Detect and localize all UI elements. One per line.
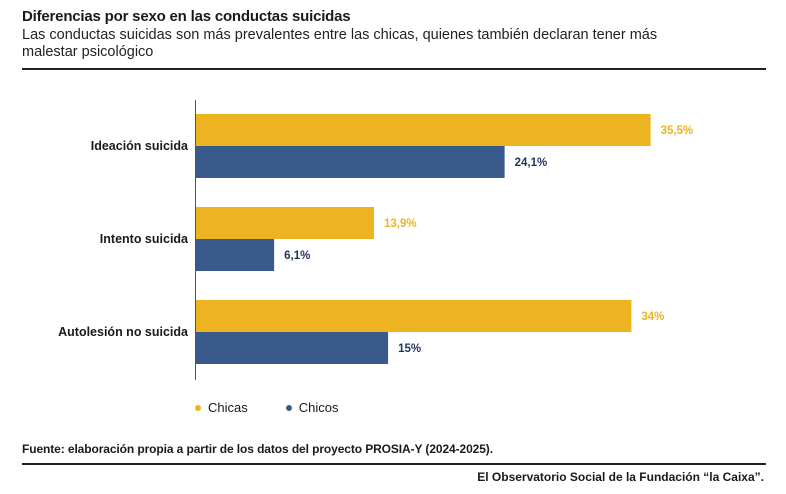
bar-chart: Ideación suicida 35,5% 24,1% Intento suicid… [58, 100, 693, 380]
legend-dot-chicos [285, 404, 292, 411]
category-label-autolesion-no-suicida: Autolesión no suicida [58, 325, 189, 339]
bar-chicos-intento-suicida [196, 239, 275, 271]
top-divider [22, 68, 766, 70]
category-label-intento-suicida: Intento suicida [100, 232, 189, 246]
data-label-chicos-intento-suicida: 6,1% [284, 250, 310, 262]
legend-label-chicos: Chicos [298, 400, 339, 415]
legend-item-chicas: Chicas [195, 400, 248, 415]
legend-item-chicos: Chicos [285, 400, 339, 415]
legend-dot-chicas [195, 404, 201, 411]
bars-group: Ideación suicida 35,5% 24,1% Intento suicid… [58, 114, 693, 364]
bar-chicas-autolesion-no-suicida [196, 300, 632, 332]
credit-line: El Observatorio Social de la Fundación “… [477, 470, 764, 484]
legend-label-chicas: Chicas [208, 400, 248, 415]
bar-chicas-ideacion-suicida [196, 114, 651, 146]
data-label-chicas-autolesion-no-suicida: 34% [641, 311, 664, 323]
bar-chicas-intento-suicida [196, 207, 374, 239]
source-note: Fuente: elaboración propia a partir de l… [22, 442, 493, 456]
bar-chicos-autolesion-no-suicida [196, 332, 389, 364]
chart-subtitle: Las conductas suicidas son más prevalent… [22, 27, 658, 60]
data-label-chicos-ideacion-suicida: 24,1% [515, 157, 548, 169]
legend: Chicas Chicos [195, 400, 339, 415]
data-label-chicas-intento-suicida: 13,9% [384, 218, 417, 230]
data-label-chicos-autolesion-no-suicida: 15% [398, 343, 421, 355]
data-label-chicas-ideacion-suicida: 35,5% [661, 125, 694, 137]
category-label-ideacion-suicida: Ideación suicida [91, 139, 189, 153]
chart-title: Diferencias por sexo en las conductas su… [22, 8, 351, 25]
bar-chicos-ideacion-suicida [196, 146, 505, 178]
bottom-divider [22, 463, 766, 465]
